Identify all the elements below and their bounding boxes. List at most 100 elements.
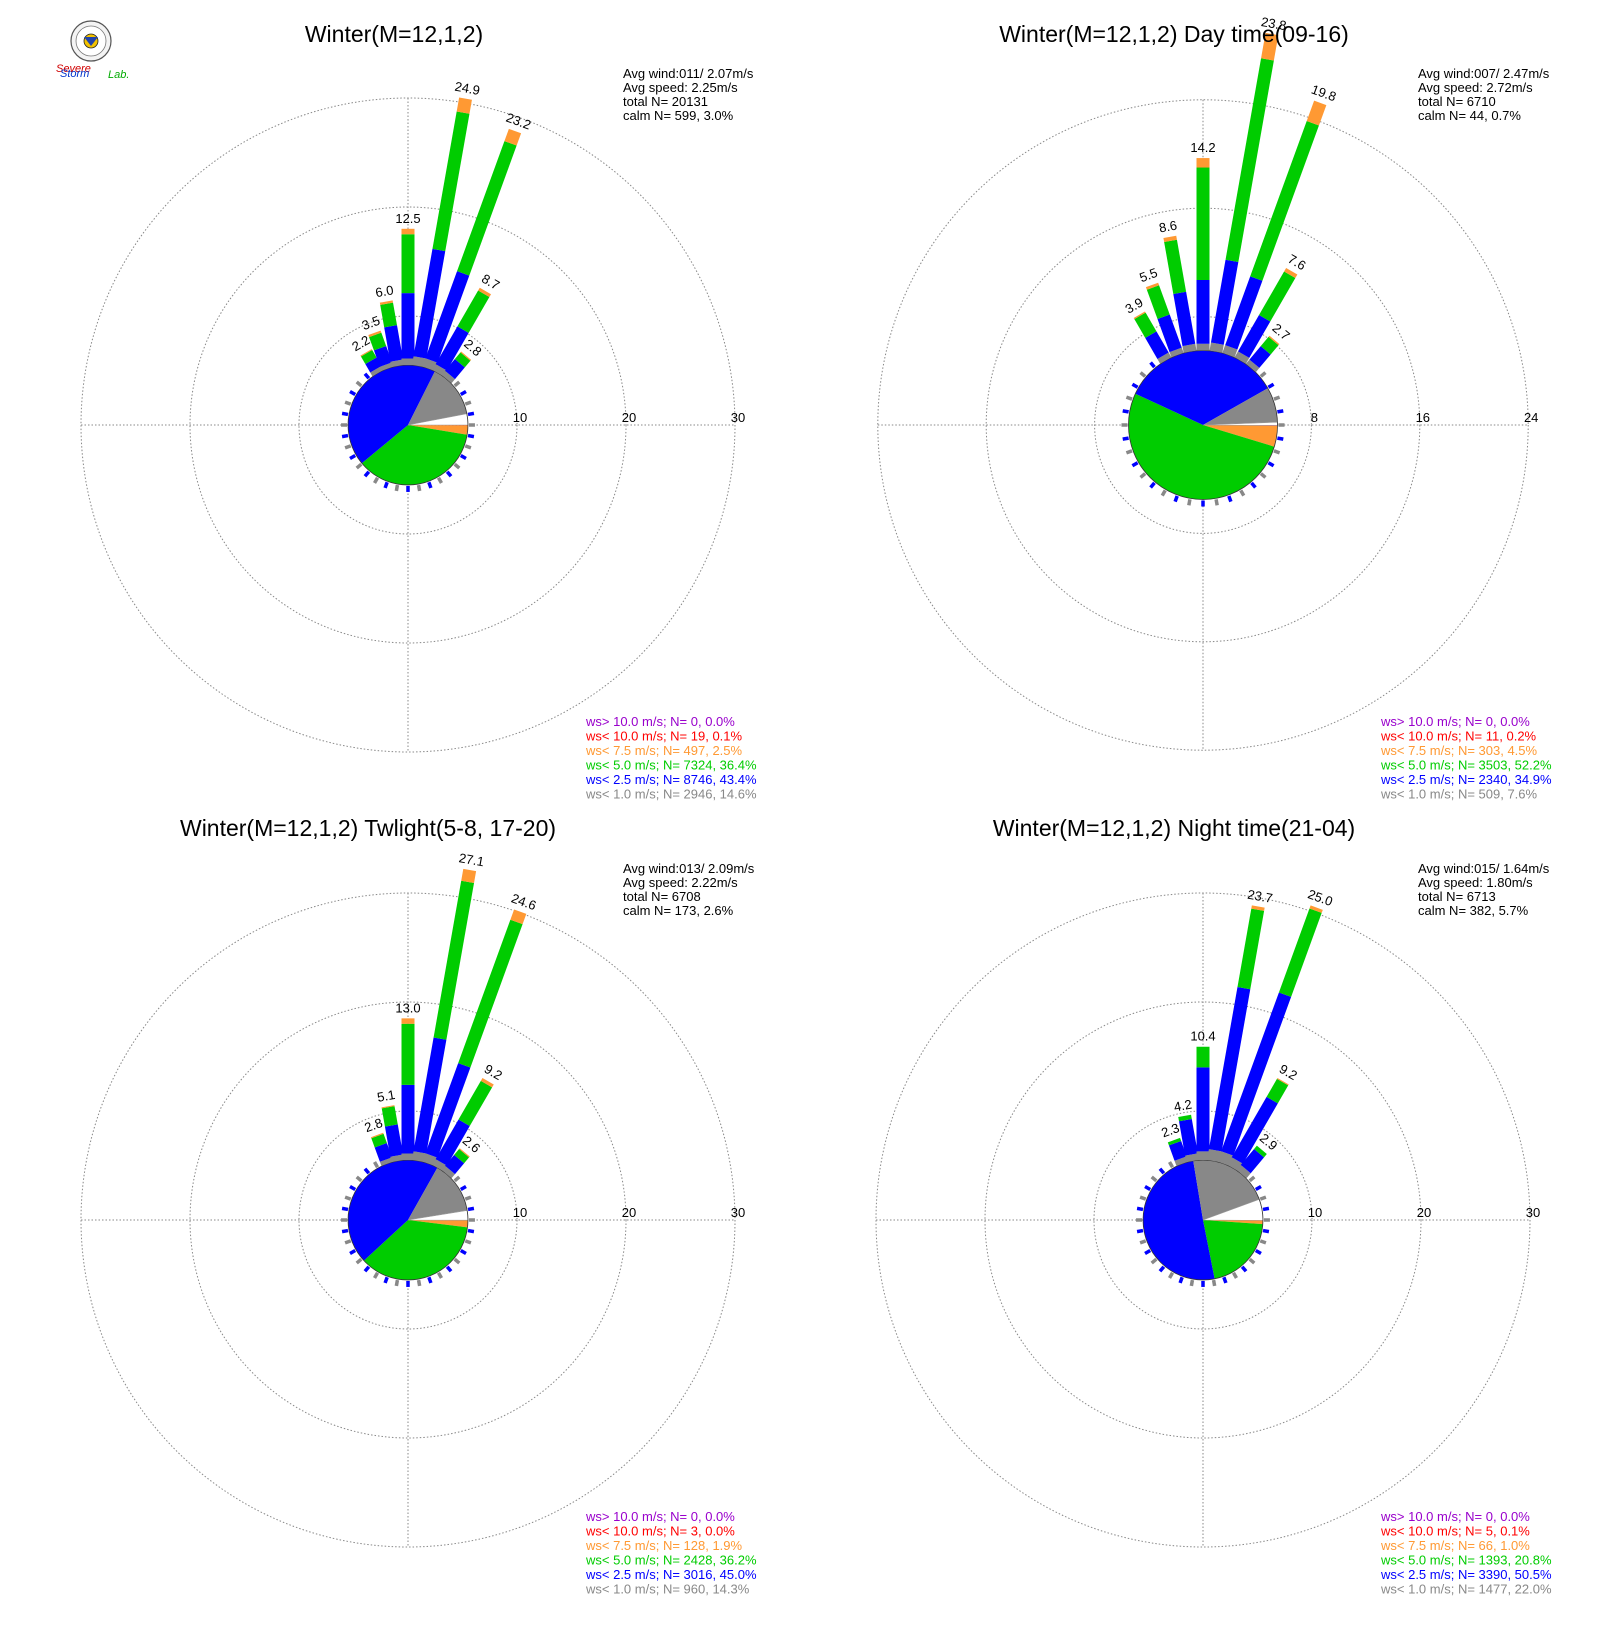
petal-bar-350 [1178,1114,1192,1122]
petal-bar-0 [401,1018,415,1024]
ring-label: 30 [1526,1205,1540,1220]
rim-tick [436,1271,443,1279]
petal-bar-0 [401,293,415,359]
petal-bar-20 [458,919,523,1068]
petal-bar-20 [1309,905,1323,913]
rim-tick [467,1228,475,1234]
petal-bar-10 [456,97,472,114]
chart-title: Winter(M=12,1,2) Night time(21-04) [993,815,1355,841]
rim-tick [436,476,443,484]
petal-bar-0 [1196,1151,1210,1161]
rim-tick [1254,1185,1262,1192]
petal-bar-10 [432,111,470,252]
logo-text-lab: Lab. [108,69,129,81]
petal-bar-30 [457,290,490,333]
rim-tick [355,1257,363,1265]
rim-tick [1125,395,1133,401]
rim-tick [373,476,380,484]
petal-label: 2.3 [1159,1120,1181,1140]
stat-calm: calm N= 382, 5.7% [1418,903,1529,918]
petal-bar-350 [379,300,394,305]
ring-label: 10 [513,410,527,425]
petal-bar-40 [460,351,472,361]
rim-tick [1131,382,1139,389]
legend-entry-ws_lt10: ws< 10.0 m/s; N= 19, 0.1% [585,729,743,744]
rim-tick [383,481,389,489]
petal-bar-30 [1259,271,1296,322]
rim-tick [355,462,363,470]
petal-bar-350 [390,1154,404,1163]
petal-bar-350 [1164,239,1187,295]
rim-tick [467,433,475,439]
rim-tick [394,1279,400,1287]
stat-avg-speed: Avg speed: 1.80m/s [1418,875,1533,890]
petal-bar-40 [1245,359,1260,373]
petal-bar-20 [510,909,527,925]
petal-bar-0 [1196,167,1210,281]
petal-bar-30 [1238,314,1271,358]
rim-tick [355,380,363,388]
rim-tick [459,1248,467,1255]
petal-bar-20 [1278,908,1322,997]
rim-tick [1131,461,1139,468]
petal-bar-340 [1174,1156,1189,1166]
legend-entry-ws_lt1: ws< 1.0 m/s; N= 960, 14.3% [585,1582,750,1597]
rim-tick [1158,1167,1166,1175]
petal-bar-30 [1231,1096,1278,1164]
rim-tick [1189,1279,1195,1287]
petal-bar-10 [413,248,446,359]
petal-bar-40 [1249,346,1271,368]
petal-bar-20 [1250,121,1319,281]
petal-bar-350 [390,359,404,368]
pie-slice-ws_lt2_5 [348,1160,438,1261]
petal-bar-330 [1145,331,1169,360]
range-ring-10 [1093,1110,1313,1330]
rim-tick [464,1239,472,1245]
rim-tick [1173,495,1179,503]
petal-label: 14.2 [1190,140,1215,155]
rim-tick [453,1257,461,1265]
rim-tick [464,444,472,450]
rim-tick [373,1161,380,1169]
rim-tick [1259,472,1267,479]
petal-label: 10.4 [1190,1029,1215,1044]
petal-bar-40 [1268,335,1280,346]
pie-slice-ws_lt1 [1193,1160,1260,1220]
petal-bar-10 [413,1037,447,1154]
petal-bar-10 [461,868,477,883]
legend-entry-ws_lt7_5: ws< 7.5 m/s; N= 66, 1.0% [1380,1538,1530,1553]
petal-label: 25.0 [1306,886,1335,909]
petal-bar-350 [384,1124,404,1157]
petal-bar-340 [1167,1137,1182,1146]
petal-bar-20 [504,128,522,146]
rim-tick [416,1279,422,1287]
petal-bar-20 [1306,100,1327,126]
petal-bar-330 [365,357,382,373]
petal-bar-340 [373,345,393,367]
petal-bar-330 [360,349,373,357]
petal-bar-350 [1185,1153,1199,1163]
legend-entry-ws_gt10: ws> 10.0 m/s; N= 0, 0.0% [1380,714,1530,729]
petal-bar-40 [1260,336,1279,355]
petal-bar-350 [380,302,397,328]
rim-tick [363,1265,371,1273]
petal-bar-340 [379,1157,394,1166]
petal-label: 19.8 [1309,82,1338,105]
range-ring-10 [298,315,518,535]
petal-bar-40 [459,1148,470,1158]
petal-bar-20 [457,141,517,276]
stat-total: total N= 6708 [623,889,701,904]
rim-tick [445,1265,453,1273]
petal-bar-350 [384,325,404,362]
ring-label: 20 [622,410,636,425]
rim-tick [459,453,467,460]
petal-bar-30 [1266,1078,1289,1104]
rim-tick [1139,1239,1147,1245]
rim-tick [344,1239,352,1245]
rim-tick [1262,1228,1270,1234]
rim-tick [1259,371,1267,378]
legend-entry-ws_lt2_5: ws< 2.5 m/s; N= 8746, 43.4% [585,772,757,787]
rim-tick [1211,1279,1217,1287]
rim-tick [1240,1265,1248,1273]
